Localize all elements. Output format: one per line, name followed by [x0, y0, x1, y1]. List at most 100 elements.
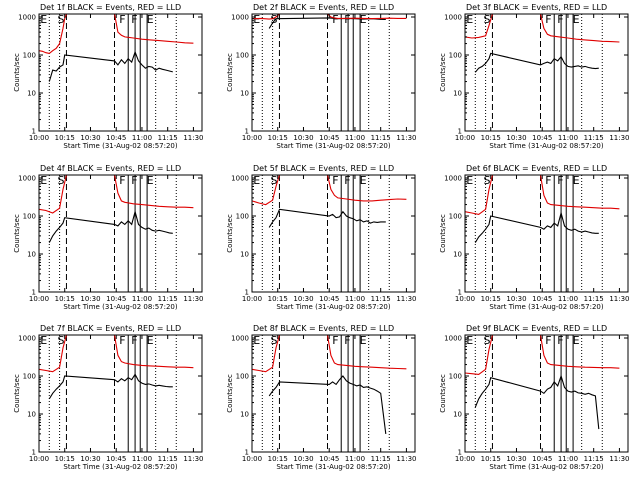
x-tick-label: 10:45: [106, 295, 126, 303]
y-tick-label: 1: [245, 449, 249, 457]
x-tick-label: 10:45: [319, 455, 339, 463]
chart-title: Det 6f BLACK = Events, RED = LLD: [466, 164, 607, 173]
y-axis-label: Counts/sec: [226, 374, 234, 413]
y-tick-label: 1000: [18, 14, 36, 22]
marker-label: E: [253, 13, 260, 26]
x-tick-label: 11:15: [584, 295, 604, 303]
series-line-events: [474, 374, 600, 430]
x-tick-label: 11:30: [183, 295, 203, 303]
marker-label: E: [466, 13, 473, 26]
marker-label: S: [483, 334, 490, 347]
x-tick-label: 11:00: [558, 455, 578, 463]
x-tick-label: 11:30: [183, 455, 203, 463]
plot-frame: [464, 334, 629, 453]
marker-label: S: [270, 334, 277, 347]
marker-label: E: [147, 13, 154, 26]
y-tick-label: 10: [27, 411, 36, 419]
series-line-events: [268, 208, 386, 228]
x-tick-label: 11:00: [345, 455, 365, 463]
x-tick-label: 10:30: [293, 455, 313, 463]
marker-label: E: [466, 334, 473, 347]
chart-title: Det 3f BLACK = Events, RED = LLD: [466, 3, 607, 12]
plot-frame: [38, 174, 203, 293]
marker-label: S: [483, 13, 490, 26]
y-tick-label: 10: [240, 411, 249, 419]
series-line-lld: [464, 334, 620, 375]
chart-title: Det 4f BLACK = Events, RED = LLD: [40, 164, 181, 173]
marker-label: E: [360, 174, 367, 187]
y-tick-label: 100: [449, 213, 462, 221]
y-tick-label: 1000: [444, 14, 462, 22]
x-tick-label: 11:15: [584, 134, 604, 142]
y-tick-label: 10: [453, 90, 462, 98]
plot-frame: [38, 334, 203, 453]
marker-label: S: [270, 13, 277, 26]
chart-title: Det 8f BLACK = Events, RED = LLD: [253, 324, 394, 333]
x-tick-label: 11:30: [396, 134, 416, 142]
y-tick-label: 100: [23, 373, 36, 381]
marker-label: S: [57, 174, 64, 187]
y-tick-label: 10: [453, 251, 462, 259]
chart-title: Det 1f BLACK = Events, RED = LLD: [40, 3, 181, 12]
y-tick-label: 1: [458, 128, 462, 136]
series-line-lld: [251, 13, 407, 20]
x-tick-label: 10:15: [481, 455, 501, 463]
x-tick-label: 11:00: [132, 295, 152, 303]
marker-label: F: [131, 334, 137, 347]
y-tick-label: 100: [236, 52, 249, 60]
x-tick-label: 10:30: [80, 295, 100, 303]
x-axis-label: Start Time (31-Aug-02 08:57:20): [63, 463, 177, 471]
marker-label: E: [573, 13, 580, 26]
y-tick-label: 10: [240, 90, 249, 98]
plot-frame: [464, 13, 629, 132]
marker-label: S: [270, 174, 277, 187]
marker-label: F: [344, 334, 350, 347]
y-tick-label: 100: [23, 52, 36, 60]
marker-label: S: [57, 334, 64, 347]
x-tick-label: 10:45: [319, 134, 339, 142]
series-line-lld: [38, 334, 194, 373]
marker-label: F: [332, 13, 338, 26]
marker-label: F: [119, 174, 125, 187]
plot-frame: [38, 13, 203, 132]
marker-label: F: [119, 334, 125, 347]
y-tick-label: 1000: [231, 335, 249, 343]
chart-title: Det 7f BLACK = Events, RED = LLD: [40, 324, 181, 333]
marker-label: E: [253, 334, 260, 347]
x-tick-label: 10:30: [80, 455, 100, 463]
series-line-events: [474, 52, 599, 73]
series-line-events: [48, 373, 173, 400]
x-tick-label: 10:15: [268, 295, 288, 303]
y-tick-label: 1000: [444, 335, 462, 343]
x-tick-label: 10:15: [55, 455, 75, 463]
x-tick-label: 10:30: [506, 455, 526, 463]
y-axis-label: Counts/sec: [439, 214, 447, 253]
y-tick-label: 100: [236, 213, 249, 221]
x-tick-label: 10:00: [242, 134, 262, 142]
series-line-events: [48, 209, 173, 243]
y-tick-label: 100: [449, 373, 462, 381]
x-tick-label: 10:45: [532, 134, 552, 142]
x-tick-label: 11:30: [609, 134, 629, 142]
y-axis-label: Counts/sec: [439, 374, 447, 413]
x-tick-label: 11:00: [132, 455, 152, 463]
series-line-events: [268, 375, 387, 434]
y-tick-label: 1: [32, 449, 36, 457]
x-tick-label: 10:15: [268, 455, 288, 463]
x-tick-label: 11:15: [371, 134, 391, 142]
x-axis-label: Start Time (31-Aug-02 08:57:20): [276, 142, 390, 150]
series-line-lld: [464, 13, 620, 43]
series-line-lld: [464, 174, 620, 215]
plot-frame: [251, 334, 416, 453]
x-axis-label: Start Time (31-Aug-02 08:57:20): [63, 142, 177, 150]
x-tick-label: 11:15: [584, 455, 604, 463]
x-tick-label: 11:15: [371, 295, 391, 303]
marker-label: S: [483, 174, 490, 187]
x-tick-label: 10:00: [29, 455, 49, 463]
x-axis-label: Start Time (31-Aug-02 08:57:20): [276, 463, 390, 471]
